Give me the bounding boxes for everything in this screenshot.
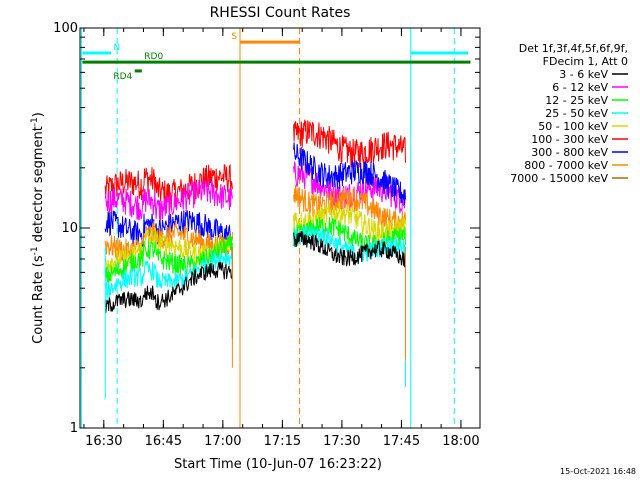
legend-entry-label-3: 25 - 50 keV — [545, 107, 608, 120]
x-axis-label: Start Time (10-Jun-07 16:23:22) — [174, 457, 382, 472]
x-tick-label-0: 16:30 — [85, 434, 122, 449]
legend-entry-label-1: 6 - 12 keV — [552, 81, 608, 94]
y-tick-label-1: 10 — [61, 221, 78, 236]
flag-label-n: N — [113, 43, 120, 53]
plot-frame — [79, 27, 481, 429]
x-tick-label-3: 17:15 — [264, 434, 301, 449]
chart-title: RHESSI Count Rates — [210, 5, 351, 21]
series-line-7-seg-0 — [104, 261, 233, 313]
x-tick-label-1: 16:45 — [145, 434, 182, 449]
legend-header-0: Det 1f,3f,4f,5f,6f,9f, — [519, 42, 628, 55]
legend: Det 1f,3f,4f,5f,6f,9f,FDecim 1, Att 03 -… — [510, 42, 628, 185]
legend-entry-label-4: 50 - 100 keV — [538, 120, 608, 133]
x-tick-label-5: 17:45 — [383, 434, 420, 449]
series-line-2-seg-1 — [293, 142, 406, 206]
legend-header-1: FDecim 1, Att 0 — [543, 55, 628, 68]
legend-entry-label-8: 7000 - 15000 keV — [510, 172, 608, 185]
x-tick-label-4: 17:30 — [323, 434, 360, 449]
footer-timestamp: 15-Oct-2021 16:48 — [560, 467, 636, 476]
x-tick-label-6: 18:00 — [442, 434, 479, 449]
y-axis-label: Count Rate (s-1 detector segment-1) — [30, 112, 46, 344]
y-tick-label-0: 1 — [70, 421, 78, 436]
series-line-4-seg-1 — [293, 201, 406, 243]
legend-entry-label-7: 800 - 7000 keV — [524, 159, 608, 172]
series-line-1-seg-0 — [104, 179, 233, 221]
axes-layer: 16:30 16:45 17:00 17:15 17:30 17:45 18:00 1 10 10… — [53, 21, 480, 449]
y-tick-label-2: 100 — [53, 21, 78, 36]
x-tick-label-2: 17:00 — [204, 434, 241, 449]
series-line-7-seg-1 — [293, 230, 406, 268]
data-layer: N S RD0 RD4 — [80, 28, 471, 428]
series-line-0-seg-1 — [293, 119, 406, 168]
flag-label-s: S — [231, 32, 237, 42]
legend-entry-label-6: 300 - 800 keV — [531, 146, 608, 159]
legend-entry-label-5: 100 - 300 keV — [531, 133, 608, 146]
series-line-3-seg-1 — [293, 184, 406, 234]
flag-label-rd0: RD0 — [144, 52, 163, 62]
series-line-6-seg-0 — [104, 250, 233, 300]
legend-entry-label-0: 3 - 6 keV — [559, 68, 608, 81]
series-line-2-seg-0 — [104, 210, 233, 248]
legend-entry-label-2: 12 - 25 keV — [545, 94, 608, 107]
flag-label-rd4: RD4 — [113, 72, 132, 82]
series-line-6-seg-1 — [293, 224, 406, 263]
